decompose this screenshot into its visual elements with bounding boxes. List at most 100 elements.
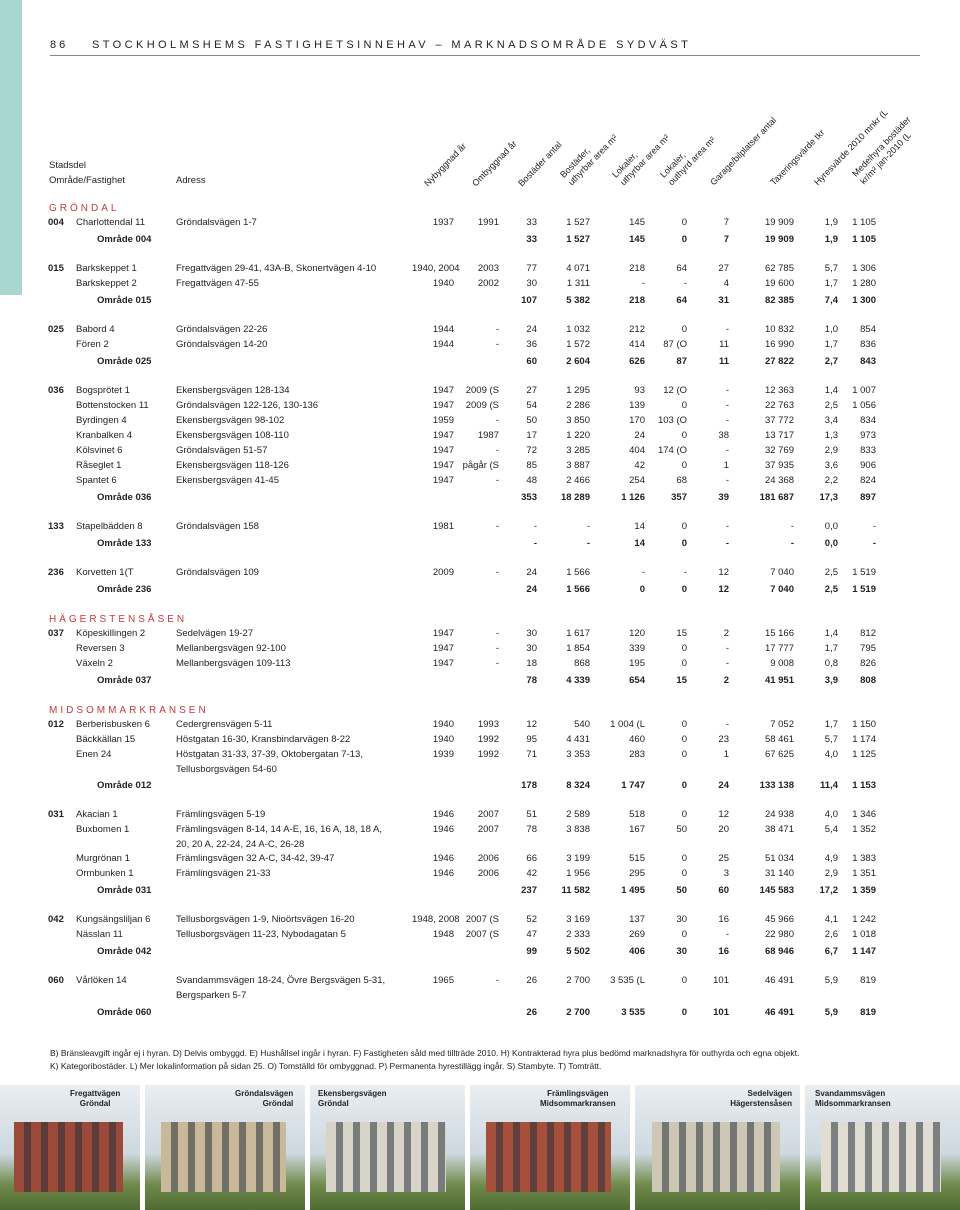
table-row: 025 Babord 4 Gröndalsvägen 22-26 1944 - 24 1 0… [0, 323, 960, 338]
cell: - [790, 521, 794, 532]
group-gap [0, 552, 960, 566]
photo-caption: Sedelvägen Hägerstensåsen [730, 1089, 792, 1109]
empty-cell [48, 733, 76, 748]
cell: 906 [860, 460, 876, 471]
rotated-header: Bostäder, uthyrbar area m² [558, 125, 620, 188]
cell: 1,7 [824, 278, 838, 289]
total-row: Område 133 - - 14 0 - - 0,0 - [0, 537, 960, 552]
cell: 404 [629, 445, 645, 456]
table-row: Murgrönan 1 Främlingsvägen 32 A-C, 34-42,… [0, 852, 960, 867]
cell: 515 [629, 853, 645, 865]
photo: Sedelvägen Hägerstensåsen [635, 1085, 800, 1210]
total-cell: 78 [526, 675, 537, 686]
cell: 868 [574, 658, 590, 669]
cell: 195 [629, 658, 645, 669]
cell: 0 [681, 809, 687, 821]
address: Gröndalsvägen 22-26 [176, 324, 268, 335]
cell: 68 [676, 475, 687, 486]
cell: 2,5 [824, 567, 838, 578]
empty-cell [48, 277, 76, 292]
total-cell: 5 382 [566, 295, 590, 306]
cell: 812 [860, 628, 876, 639]
total-cell: 145 [629, 234, 645, 245]
cell: 0 [681, 929, 687, 941]
rotated-header: Lokaler, uthyrbar area m² [610, 125, 672, 188]
total-cell: 12 [718, 584, 729, 595]
address: Ekensbergsvägen 128-134 [176, 385, 290, 396]
photo-caption: Främlingsvägen Midsommarkransen [540, 1089, 616, 1109]
total-cell: 7 040 [770, 584, 794, 595]
cell: 1 351 [852, 868, 876, 880]
caption-line: Fregattvägen [70, 1089, 121, 1098]
cell: - [495, 975, 499, 987]
empty-cell [48, 852, 76, 867]
total-cell: 41 951 [764, 675, 794, 686]
cell: - [586, 521, 590, 532]
property: Babord 4 [76, 324, 115, 335]
address: Ekensbergsvägen 118-126 [176, 460, 289, 471]
cell: 1 150 [852, 719, 876, 730]
cell: 1,9 [824, 217, 838, 228]
address: Främlingsvägen 8-14, 14 A-E, 16, 16 A, 1… [176, 823, 412, 852]
cell: 1,7 [824, 643, 838, 654]
caption-line: Ekensbergsvägen [318, 1089, 387, 1098]
address: Tellusborgsvägen 11-23, Nybodagatan 5 [176, 929, 346, 941]
cell: 0 [681, 658, 687, 669]
cell: 50 [526, 415, 537, 426]
caption-line: Gröndal [318, 1099, 349, 1108]
total-cell: 11 582 [561, 885, 590, 897]
empty-cell [48, 884, 76, 899]
caption-line: Midsommarkransen [540, 1099, 616, 1108]
cell: 12 (O [663, 385, 687, 396]
cell: 17 777 [764, 643, 794, 654]
cell: 1 346 [852, 809, 876, 821]
total-label: Område 004 [97, 234, 152, 245]
total-cell: 2,7 [824, 356, 838, 367]
cell: 22 763 [764, 400, 794, 411]
address: Fregattvägen 29-41, 43A-B, Skonertvägen … [176, 263, 377, 274]
table-row: Växeln 2 Mellanbergsvägen 109-113 1947 - 18 8… [0, 657, 960, 672]
cell: 1,7 [824, 339, 838, 350]
cell: 1,4 [824, 385, 838, 396]
total-cell: 2 [723, 675, 729, 686]
table-row: Ormbunken 1 Främlingsvägen 21-33 1946 2006 4… [0, 867, 960, 882]
property: Bogsprötet 1 [76, 385, 130, 396]
table-row: Bäckkällan 15 Höstgatan 16-30, Kransbinda… [0, 733, 960, 748]
empty-cell [48, 657, 76, 672]
cell: 30 [526, 278, 537, 289]
cell: 2009 (S [465, 400, 499, 411]
cell: 167 [629, 824, 645, 836]
cell: 19 909 [764, 217, 794, 228]
table-row: Spantet 6 Ekensbergsvägen 41-45 1947 - 48 2 4… [0, 474, 960, 489]
total-cell: 1 495 [621, 885, 645, 897]
total-cell: 8 324 [566, 780, 590, 792]
area-code: 015 [48, 263, 64, 274]
header-line: Bostäder antal [516, 139, 564, 189]
address: Gröndalsvägen 158 [176, 521, 259, 532]
total-row: Område 042 99 5 502 406 30 16 68 946 6,7 1 147 [0, 945, 960, 960]
total-cell: 3 535 [621, 1006, 645, 1018]
cell: 1 566 [566, 567, 590, 578]
cell: 19 600 [764, 278, 794, 289]
caption-line: Hägerstensåsen [730, 1099, 792, 1108]
photo-caption: Svandammsvägen Midsommarkransen [815, 1089, 891, 1109]
cell: 0 [681, 749, 687, 760]
total-cell: 1 153 [852, 780, 876, 792]
cell: 540 [574, 719, 590, 730]
cell: 3,6 [824, 460, 838, 471]
cell: 4 [723, 278, 729, 289]
table-row: 036 Bogsprötet 1 Ekensbergsvägen 128-134 19… [0, 384, 960, 399]
cell: 0 [681, 719, 687, 730]
table-row: 042 Kungsängsliljan 6 Tellusborgsvägen 1-9… [0, 913, 960, 928]
cell: 854 [860, 324, 876, 335]
total-cell: 5 502 [566, 946, 590, 958]
cell: 833 [860, 445, 876, 456]
cell: 1 056 [852, 400, 876, 411]
total-label: Område 133 [97, 538, 152, 549]
empty-cell [48, 642, 76, 657]
cell: 826 [860, 658, 876, 669]
building [651, 1122, 781, 1192]
total-cell: - [872, 538, 876, 549]
property: Ormbunken 1 [76, 868, 134, 880]
total-cell: 4 339 [566, 675, 590, 686]
